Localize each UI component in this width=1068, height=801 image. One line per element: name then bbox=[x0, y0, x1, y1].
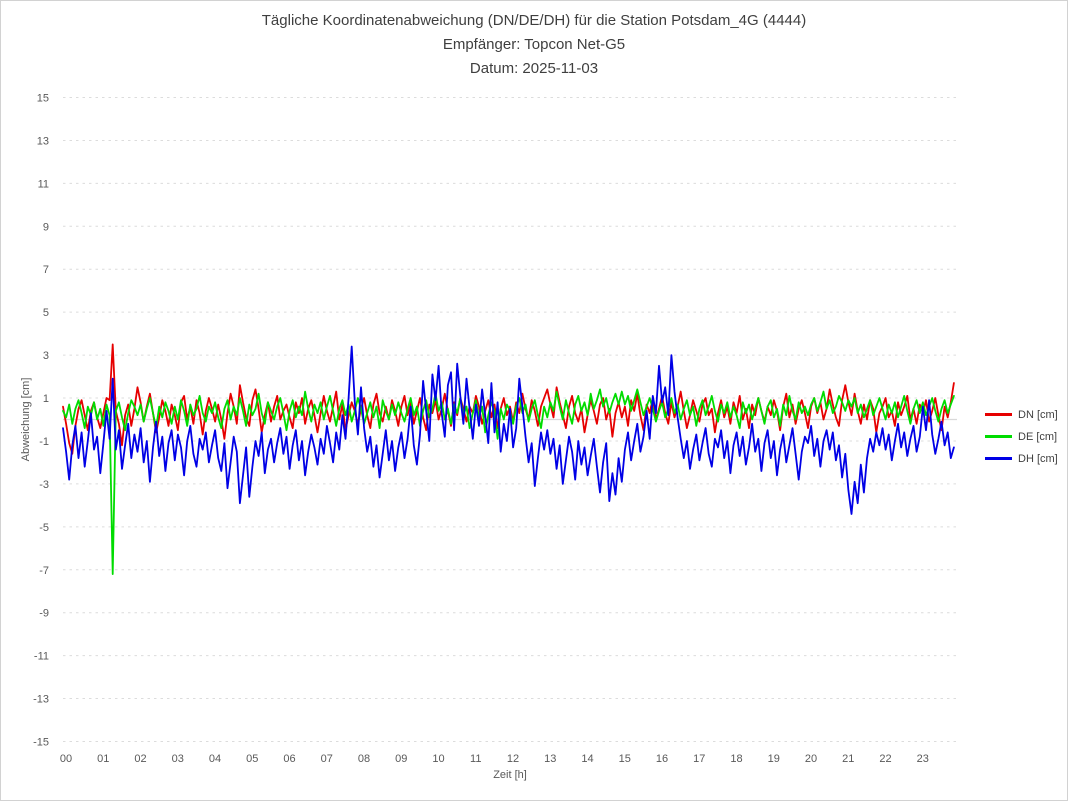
x-tick-label: 17 bbox=[693, 753, 705, 765]
y-tick-label: -7 bbox=[39, 565, 49, 577]
y-tick-label: 11 bbox=[38, 178, 49, 190]
x-tick-label: 05 bbox=[246, 753, 258, 765]
y-tick-label: 13 bbox=[37, 135, 49, 147]
chart-header: Tägliche Koordinatenabweichung (DN/DE/DH… bbox=[1, 9, 1067, 81]
x-tick-label: 10 bbox=[432, 753, 444, 765]
x-tick-label: 21 bbox=[842, 753, 854, 765]
x-tick-label: 13 bbox=[544, 753, 556, 765]
legend-item-de: DE [cm] bbox=[985, 430, 1058, 443]
legend: DN [cm] DE [cm] DH [cm] bbox=[985, 408, 1058, 465]
legend-item-dh: DH [cm] bbox=[985, 452, 1058, 465]
y-tick-label: -9 bbox=[39, 608, 49, 620]
de-legend-label: DE [cm] bbox=[1018, 430, 1058, 443]
x-tick-label: 00 bbox=[60, 753, 72, 765]
y-tick-label: 3 bbox=[43, 350, 49, 362]
dn-line-swatch bbox=[985, 413, 1012, 416]
dn-legend-label: DN [cm] bbox=[1018, 408, 1058, 421]
chart-subtitle-date: Datum: 2025-11-03 bbox=[469, 60, 599, 77]
x-tick-label: 16 bbox=[656, 753, 668, 765]
x-tick-label: 03 bbox=[172, 753, 184, 765]
y-tick-label: 7 bbox=[43, 264, 49, 276]
de-line-swatch bbox=[985, 435, 1012, 438]
x-tick-label: 18 bbox=[730, 753, 742, 765]
y-tick-label: -13 bbox=[33, 694, 49, 706]
x-tick-label: 02 bbox=[134, 753, 146, 765]
x-tick-label: 22 bbox=[879, 753, 891, 765]
x-tick-label: 09 bbox=[395, 753, 407, 765]
chart-title: Tägliche Koordinatenabweichung (DN/DE/DH… bbox=[261, 12, 807, 29]
y-tick-label: 15 bbox=[37, 93, 49, 105]
x-tick-label: 08 bbox=[358, 753, 370, 765]
x-tick-label: 15 bbox=[619, 753, 631, 765]
x-axis-title: Zeit [h] bbox=[493, 769, 527, 781]
y-tick-label: -5 bbox=[39, 522, 49, 534]
y-tick-label: -15 bbox=[33, 736, 49, 748]
x-tick-label: 06 bbox=[283, 753, 295, 765]
dh-line-swatch bbox=[985, 457, 1012, 460]
y-tick-label: 9 bbox=[43, 221, 49, 233]
x-tick-label: 07 bbox=[321, 753, 333, 765]
x-tick-label: 23 bbox=[917, 753, 929, 765]
y-tick-label: 1 bbox=[43, 393, 49, 405]
x-tick-label: 12 bbox=[507, 753, 519, 765]
series-line-dh bbox=[62, 345, 955, 515]
x-tick-label: 14 bbox=[581, 753, 593, 765]
y-axis-title: Abweichung [cm] bbox=[20, 378, 32, 462]
x-tick-label: 19 bbox=[768, 753, 780, 765]
dh-legend-label: DH [cm] bbox=[1018, 452, 1058, 465]
series-line-dn bbox=[62, 343, 955, 455]
y-tick-label: -11 bbox=[34, 651, 49, 663]
x-tick-label: 04 bbox=[209, 753, 221, 765]
x-tick-label: 01 bbox=[97, 753, 109, 765]
x-tick-label: 11 bbox=[470, 753, 481, 765]
chart-subtitle-receiver: Empfänger: Topcon Net-G5 bbox=[442, 36, 626, 53]
y-tick-label: 5 bbox=[43, 307, 49, 319]
x-tick-label: 20 bbox=[805, 753, 817, 765]
y-tick-label: -3 bbox=[39, 479, 49, 491]
series-line-de bbox=[62, 388, 955, 575]
legend-item-dn: DN [cm] bbox=[985, 408, 1058, 421]
y-tick-label: -1 bbox=[39, 436, 49, 448]
